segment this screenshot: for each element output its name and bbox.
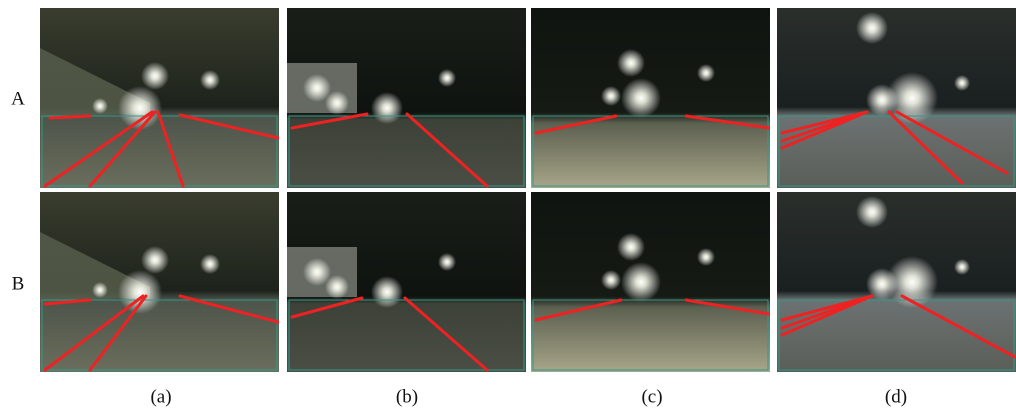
light xyxy=(856,196,888,228)
light xyxy=(118,270,162,314)
light xyxy=(371,92,403,124)
light xyxy=(601,86,621,106)
photo xyxy=(287,8,526,188)
light xyxy=(697,248,715,266)
light xyxy=(141,246,169,274)
light xyxy=(141,62,169,90)
photo xyxy=(777,192,1016,372)
photo xyxy=(531,8,770,188)
row-label: A xyxy=(11,88,25,109)
light xyxy=(866,84,898,116)
light xyxy=(438,253,456,271)
photo xyxy=(531,192,770,372)
light xyxy=(697,64,715,82)
photo xyxy=(777,8,1016,188)
lane-line xyxy=(50,116,90,118)
column-label: (b) xyxy=(396,386,418,407)
photo xyxy=(287,192,526,372)
light xyxy=(954,75,970,91)
light xyxy=(325,91,349,115)
photo xyxy=(40,8,279,188)
photo xyxy=(40,192,279,372)
light xyxy=(601,270,621,290)
light xyxy=(617,49,645,77)
light xyxy=(200,254,220,274)
light xyxy=(118,86,162,130)
light xyxy=(621,78,661,118)
light xyxy=(92,98,108,114)
column-label: (d) xyxy=(885,386,907,407)
light xyxy=(954,259,970,275)
light xyxy=(621,262,661,302)
column-label: (a) xyxy=(150,386,171,407)
light xyxy=(438,69,456,87)
light xyxy=(92,282,108,298)
row-label: B xyxy=(12,273,25,294)
light xyxy=(856,12,888,44)
figure: A B (a) (b) (c) (d) xyxy=(0,0,1016,413)
light xyxy=(617,233,645,261)
column-label: (c) xyxy=(641,386,662,407)
light xyxy=(325,275,349,299)
light xyxy=(200,70,220,90)
light xyxy=(371,276,403,308)
